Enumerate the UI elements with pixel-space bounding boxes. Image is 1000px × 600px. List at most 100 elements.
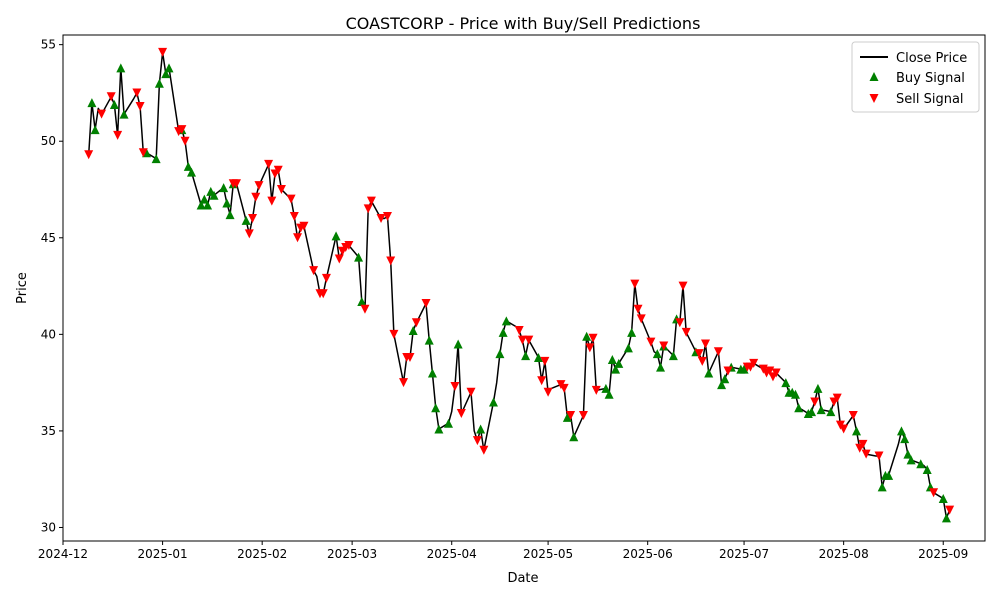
sell-signal-marker	[286, 194, 296, 204]
sell-signal-marker	[929, 488, 939, 498]
sell-signal-marker	[524, 335, 534, 345]
buy-signal-marker	[781, 378, 791, 388]
buy-signal-marker	[444, 418, 454, 428]
buy-signal-marker	[652, 349, 662, 359]
sell-signal-marker	[321, 273, 331, 283]
buy-signal-marker	[941, 513, 951, 523]
sell-signal-marker	[540, 356, 550, 366]
buy-signal-marker	[87, 98, 97, 108]
buy-signal-marker	[582, 331, 592, 341]
buy-signal-marker	[424, 335, 434, 345]
buy-signal-marker	[601, 383, 611, 393]
sell-signal-marker	[858, 439, 868, 449]
sell-signal-marker	[517, 335, 527, 345]
sell-signal-marker	[386, 256, 396, 266]
sell-signal-marker	[694, 349, 704, 359]
sell-signal-marker	[254, 181, 264, 191]
x-tick-label: 2025-05	[523, 547, 573, 561]
buy-signal-marker	[354, 252, 364, 262]
sell-signal-marker	[411, 318, 421, 328]
y-axis: 30 35 40 45 50 55	[41, 38, 63, 534]
buy-signal-marker	[154, 78, 164, 88]
x-tick-label: 2025-02	[237, 547, 287, 561]
sell-signal-marker	[334, 254, 344, 264]
buy-signal-marker	[431, 403, 441, 413]
sell-signal-marker	[466, 387, 476, 397]
buy-signal-marker	[533, 353, 543, 363]
buy-signal-marker	[607, 354, 617, 364]
sell-signal-marker	[132, 88, 142, 98]
buy-signal-marker	[903, 449, 913, 459]
sell-signal-marker	[399, 378, 409, 388]
sell-signal-marker	[389, 329, 399, 339]
buy-signal-marker	[916, 459, 926, 469]
sell-signal-marker	[681, 327, 691, 337]
buy-signal-marker	[161, 69, 171, 79]
sell-signal-marker	[659, 341, 669, 351]
buy-signal-marker	[219, 183, 229, 193]
sell-signal-marker	[701, 339, 711, 349]
buy-signal-marker	[151, 154, 161, 164]
sell-signal-marker	[180, 136, 190, 146]
buy-signal-marker	[164, 63, 174, 73]
sell-signal-marker	[839, 424, 849, 434]
sell-signal-marker	[366, 196, 376, 206]
buy-signal-marker	[434, 424, 444, 434]
buy-signal-marker	[488, 397, 498, 407]
buy-signal-marker	[569, 432, 579, 442]
sell-signal-marker	[479, 445, 489, 455]
y-tick-label: 40	[41, 327, 56, 341]
chart-title: COASTCORP - Price with Buy/Sell Predicti…	[346, 14, 701, 33]
x-tick-label: 2025-07	[719, 547, 769, 561]
buy-signal-marker	[896, 426, 906, 436]
x-tick-label: 2025-06	[623, 547, 673, 561]
sell-signal-marker	[299, 221, 309, 231]
sell-signal-marker	[289, 212, 299, 222]
sell-signal-marker	[382, 212, 392, 222]
sell-signal-marker	[405, 353, 415, 363]
sell-signal-marker	[630, 279, 640, 289]
buy-signal-marker	[498, 327, 508, 337]
buy-signal-marker	[922, 465, 932, 475]
sell-signal-marker	[113, 130, 123, 140]
buy-signal-marker	[704, 368, 714, 378]
x-tick-label: 2024-12	[38, 547, 88, 561]
plot-area	[84, 47, 955, 523]
sell-signal-marker	[771, 368, 781, 378]
sell-signal-marker	[749, 358, 759, 368]
sell-signal-marker	[633, 304, 643, 314]
buy-signal-marker	[717, 380, 727, 390]
sell-signal-marker	[543, 387, 553, 397]
buy-signal-marker	[794, 403, 804, 413]
sell-signal-marker	[264, 159, 274, 169]
buy-signal-marker	[453, 339, 463, 349]
sell-signal-marker	[675, 318, 685, 328]
sell-signal-marker	[559, 383, 569, 393]
sell-signal-marker	[318, 289, 328, 299]
sell-signal-marker	[537, 376, 547, 386]
sell-signal-marker	[450, 381, 460, 391]
sell-signal-marker	[861, 449, 871, 459]
x-axis: 2024-12 2025-01 2025-02 2025-03 2025-04 2025-…	[38, 541, 968, 561]
sell-signal-marker	[723, 366, 733, 376]
buy-signal-marker	[119, 109, 129, 119]
buy-signal-marker	[90, 125, 100, 135]
sell-signal-marker	[678, 281, 688, 291]
x-axis-label: Date	[507, 571, 538, 586]
x-tick-label: 2025-09	[918, 547, 968, 561]
buy-signal-marker	[562, 412, 572, 422]
sell-signal-marker	[231, 179, 241, 189]
sell-signal-marker	[273, 165, 283, 175]
buy-signal-marker	[209, 190, 219, 200]
sell-signal-marker	[945, 505, 955, 515]
buy-signal-marker	[906, 455, 916, 465]
axes-frame	[62, 34, 986, 542]
buy-signal-marker	[668, 351, 678, 361]
buy-signal-marker	[884, 470, 894, 480]
buy-signal-marker	[826, 407, 836, 417]
sell-signal-marker	[874, 451, 884, 461]
sell-signal-marker	[135, 101, 145, 111]
buy-signal-marker	[199, 194, 209, 204]
sell-signal-marker	[697, 356, 707, 366]
